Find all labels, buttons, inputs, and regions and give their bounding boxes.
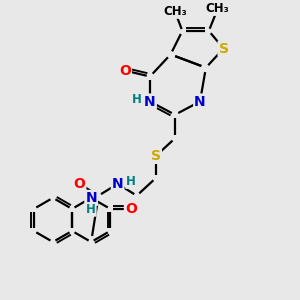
Text: N: N [144,94,156,109]
Text: S: S [218,42,229,56]
Text: N: N [85,191,97,205]
Text: CH₃: CH₃ [206,2,230,15]
Text: H: H [132,93,142,106]
Text: N: N [194,94,206,109]
Text: H: H [126,175,136,188]
Text: H: H [86,203,96,216]
Text: O: O [74,177,85,191]
Text: CH₃: CH₃ [163,5,187,18]
Text: S: S [151,149,161,163]
Text: N: N [112,177,124,191]
Text: O: O [119,64,131,78]
Text: O: O [125,202,137,216]
